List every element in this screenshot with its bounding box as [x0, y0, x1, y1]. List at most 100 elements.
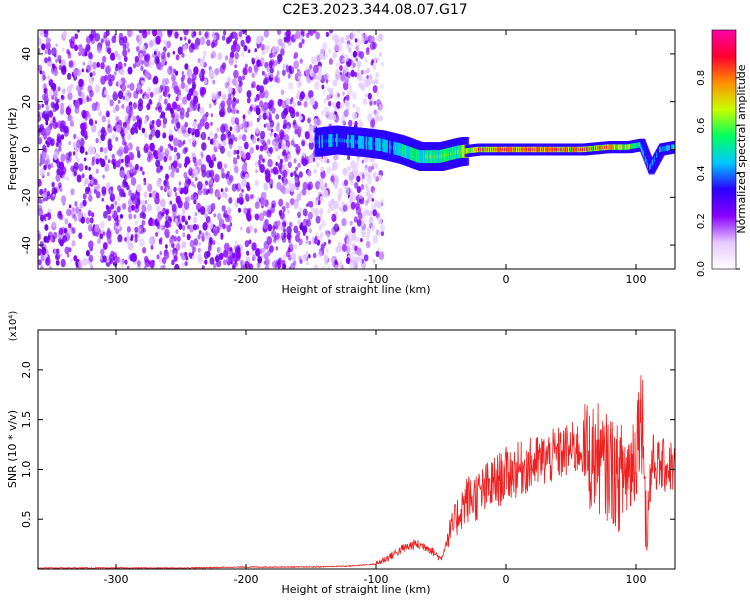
noise-cell — [197, 247, 201, 253]
noise-cell — [350, 31, 356, 40]
noise-cell — [267, 172, 271, 178]
noise-cell — [243, 45, 248, 52]
noise-cell — [255, 127, 260, 134]
noise-cell — [279, 158, 283, 164]
noise-cell — [188, 44, 195, 53]
noise-cell — [229, 126, 233, 131]
noise-cell — [158, 153, 163, 162]
noise-cell — [220, 188, 224, 193]
noise-cell — [358, 192, 363, 200]
noise-cell — [323, 189, 329, 199]
noise-cell — [255, 93, 260, 101]
noise-cell — [317, 73, 323, 81]
noise-cell — [283, 254, 287, 259]
noise-cell — [104, 155, 108, 161]
noise-cell — [181, 207, 186, 214]
noise-cell — [138, 30, 143, 34]
noise-cell — [333, 200, 339, 210]
noise-cell — [378, 174, 382, 181]
noise-cell — [218, 247, 223, 254]
noise-cell — [213, 139, 220, 149]
noise-cell — [319, 48, 325, 57]
noise-cell — [260, 44, 265, 51]
noise-cell — [198, 30, 202, 36]
noise-cell — [371, 165, 375, 170]
noise-cell — [56, 136, 62, 144]
noise-cell — [152, 30, 158, 37]
noise-cell — [150, 59, 155, 67]
noise-cell — [308, 136, 314, 144]
noise-cell — [163, 155, 168, 163]
noise-cell — [244, 240, 250, 248]
noise-cell — [379, 223, 385, 233]
noise-cell — [43, 88, 47, 94]
noise-cell — [114, 219, 118, 224]
noise-cell — [175, 96, 179, 102]
noise-cell — [148, 134, 153, 141]
noise-cell — [236, 154, 240, 160]
noise-cell — [315, 232, 318, 237]
noise-cell — [107, 215, 112, 222]
noise-cell — [320, 243, 325, 251]
noise-cell — [186, 233, 191, 241]
noise-cell — [175, 243, 181, 251]
noise-cell — [127, 66, 133, 75]
noise-cell — [308, 90, 314, 99]
noise-cell — [336, 74, 341, 82]
noise-cell — [134, 122, 138, 128]
noise-cell — [331, 122, 334, 127]
noise-cell — [347, 166, 351, 171]
noise-cell — [201, 265, 205, 269]
noise-cell — [266, 112, 270, 117]
noise-cell — [143, 95, 147, 100]
noise-cell — [77, 158, 80, 163]
noise-cell — [175, 167, 180, 173]
noise-cell — [183, 200, 190, 210]
noise-cell — [258, 248, 263, 254]
noise-cell — [280, 184, 286, 193]
noise-cell — [143, 132, 148, 139]
noise-cell — [242, 153, 247, 160]
noise-cell — [178, 95, 182, 100]
noise-cell — [308, 254, 311, 259]
noise-cell — [277, 257, 283, 265]
noise-cell — [301, 38, 305, 45]
noise-cell — [347, 90, 350, 95]
noise-cell — [365, 183, 368, 188]
noise-cell — [73, 215, 78, 222]
noise-cell — [350, 42, 353, 47]
noise-cell — [376, 201, 382, 209]
x-tick-label: -200 — [234, 273, 259, 286]
noise-cell — [162, 207, 167, 214]
noise-cell — [80, 216, 86, 224]
noise-cell — [113, 71, 117, 76]
noise-cell — [69, 120, 74, 127]
noise-cell — [40, 135, 44, 140]
noise-cell — [60, 195, 67, 204]
noise-cell — [162, 30, 166, 34]
noise-cell — [174, 263, 180, 269]
noise-cell — [240, 170, 246, 180]
noise-cell — [48, 265, 52, 269]
noise-cell — [290, 262, 296, 269]
noise-cell — [141, 204, 147, 213]
noise-cell — [118, 37, 125, 46]
noise-cell — [114, 50, 119, 57]
noise-cell — [360, 184, 365, 190]
noise-cell — [264, 61, 269, 69]
noise-cell — [235, 44, 241, 53]
noise-cell — [54, 53, 57, 58]
noise-cell — [240, 226, 243, 231]
noise-cell — [206, 39, 211, 47]
noise-cell — [127, 241, 134, 251]
noise-cell — [375, 72, 380, 78]
chart-title: C2E3.2023.344.08.07.G17 — [282, 2, 468, 18]
noise-cell — [303, 101, 308, 108]
noise-cell — [347, 231, 352, 238]
noise-cell — [276, 30, 282, 36]
noise-cell — [102, 231, 106, 236]
noise-cell — [112, 252, 118, 260]
noise-cell — [297, 133, 301, 138]
noise-cell — [208, 186, 214, 195]
noise-cell — [216, 212, 222, 221]
